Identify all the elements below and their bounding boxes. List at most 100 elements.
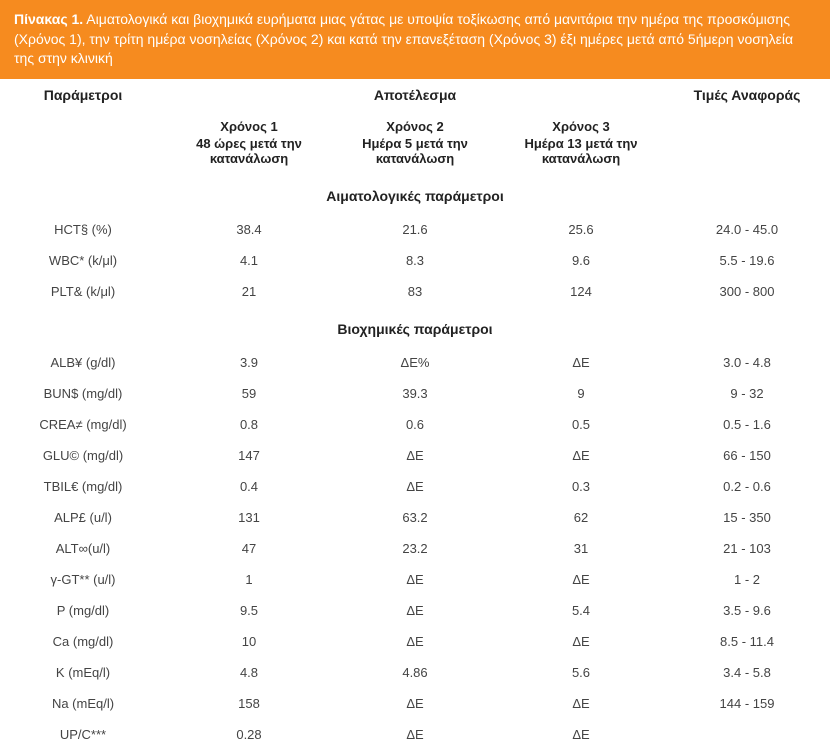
- cell-ref: 0.5 - 1.6: [664, 409, 830, 440]
- t3-label: Χρόνος 3: [504, 119, 658, 134]
- cell-ref: 3.0 - 4.8: [664, 347, 830, 378]
- cell-param: ALB¥ (g/dl): [0, 347, 166, 378]
- cell-t2: ΔΕ: [332, 719, 498, 750]
- table-row: PLT& (k/μl)2183124300 - 800: [0, 276, 830, 307]
- cell-param: WBC* (k/μl): [0, 245, 166, 276]
- table-row: UP/C***0.28ΔΕΔΕ: [0, 719, 830, 750]
- cell-t3: 62: [498, 502, 664, 533]
- cell-t3: 31: [498, 533, 664, 564]
- sub-header-row: Χρόνος 1 48 ώρες μετά την κατανάλωση Χρό…: [0, 111, 830, 174]
- section-title: Βιοχημικές παράμετροι: [0, 307, 830, 347]
- cell-t3: ΔΕ: [498, 719, 664, 750]
- cell-ref: 8.5 - 11.4: [664, 626, 830, 657]
- cell-t3: ΔΕ: [498, 626, 664, 657]
- subheader-time1: Χρόνος 1 48 ώρες μετά την κατανάλωση: [166, 111, 332, 174]
- cell-t3: 0.5: [498, 409, 664, 440]
- cell-param: PLT& (k/μl): [0, 276, 166, 307]
- cell-param: HCT§ (%): [0, 214, 166, 245]
- caption-bold: Πίνακας 1.: [14, 11, 83, 27]
- cell-t1: 158: [166, 688, 332, 719]
- cell-t2: ΔΕ: [332, 595, 498, 626]
- cell-t1: 0.28: [166, 719, 332, 750]
- cell-t3: 124: [498, 276, 664, 307]
- cell-ref: 3.5 - 9.6: [664, 595, 830, 626]
- table-row: K (mEq/l)4.84.865.63.4 - 5.8: [0, 657, 830, 688]
- cell-ref: 21 - 103: [664, 533, 830, 564]
- cell-t1: 131: [166, 502, 332, 533]
- cell-t1: 4.1: [166, 245, 332, 276]
- table-row: Na (mEq/l)158ΔΕΔΕ144 - 159: [0, 688, 830, 719]
- cell-t2: 63.2: [332, 502, 498, 533]
- table-caption: Πίνακας 1. Αιματολογικά και βιοχημικά ευ…: [0, 0, 830, 79]
- table-body: Αιματολογικές παράμετροιHCT§ (%)38.421.6…: [0, 174, 830, 750]
- cell-t2: ΔΕ%: [332, 347, 498, 378]
- subheader-time3: Χρόνος 3 Ημέρα 13 μετά την κατανάλωση: [498, 111, 664, 174]
- section-title-row: Βιοχημικές παράμετροι: [0, 307, 830, 347]
- cell-t2: 4.86: [332, 657, 498, 688]
- cell-ref: 144 - 159: [664, 688, 830, 719]
- cell-t3: ΔΕ: [498, 347, 664, 378]
- cell-param: K (mEq/l): [0, 657, 166, 688]
- cell-param: γ-GT** (u/l): [0, 564, 166, 595]
- cell-t1: 9.5: [166, 595, 332, 626]
- cell-t1: 59: [166, 378, 332, 409]
- cell-param: P (mg/dl): [0, 595, 166, 626]
- cell-param: Ca (mg/dl): [0, 626, 166, 657]
- table-row: ALT∞(u/l)4723.23121 - 103: [0, 533, 830, 564]
- cell-t2: ΔΕ: [332, 564, 498, 595]
- table-row: ALB¥ (g/dl)3.9ΔΕ%ΔΕ3.0 - 4.8: [0, 347, 830, 378]
- cell-t1: 3.9: [166, 347, 332, 378]
- cell-t1: 0.4: [166, 471, 332, 502]
- table-row: TBIL€ (mg/dl)0.4ΔΕ0.30.2 - 0.6: [0, 471, 830, 502]
- cell-param: ALP£ (u/l): [0, 502, 166, 533]
- cell-t1: 21: [166, 276, 332, 307]
- cell-ref: 5.5 - 19.6: [664, 245, 830, 276]
- cell-t2: 39.3: [332, 378, 498, 409]
- header-result: Αποτέλεσμα: [166, 79, 664, 111]
- cell-t1: 147: [166, 440, 332, 471]
- cell-ref: 300 - 800: [664, 276, 830, 307]
- cell-t3: 0.3: [498, 471, 664, 502]
- caption-text: Αιματολογικά και βιοχημικά ευρήματα μιας…: [14, 11, 793, 66]
- section-title: Αιματολογικές παράμετροι: [0, 174, 830, 214]
- cell-param: BUN$ (mg/dl): [0, 378, 166, 409]
- cell-ref: [664, 719, 830, 750]
- cell-t3: 5.4: [498, 595, 664, 626]
- table-row: P (mg/dl)9.5ΔΕ5.43.5 - 9.6: [0, 595, 830, 626]
- table-row: WBC* (k/μl)4.18.39.65.5 - 19.6: [0, 245, 830, 276]
- cell-ref: 9 - 32: [664, 378, 830, 409]
- cell-t2: 83: [332, 276, 498, 307]
- cell-ref: 15 - 350: [664, 502, 830, 533]
- cell-param: GLU© (mg/dl): [0, 440, 166, 471]
- cell-t3: 25.6: [498, 214, 664, 245]
- cell-param: TBIL€ (mg/dl): [0, 471, 166, 502]
- t2-label: Χρόνος 2: [338, 119, 492, 134]
- cell-t3: 9: [498, 378, 664, 409]
- t1-label: Χρόνος 1: [172, 119, 326, 134]
- header-reference: Τιμές Αναφοράς: [664, 79, 830, 111]
- cell-t3: 5.6: [498, 657, 664, 688]
- cell-ref: 24.0 - 45.0: [664, 214, 830, 245]
- cell-t3: 9.6: [498, 245, 664, 276]
- t2-desc: Ημέρα 5 μετά την κατανάλωση: [362, 136, 468, 166]
- cell-ref: 1 - 2: [664, 564, 830, 595]
- table-row: CREA≠ (mg/dl)0.80.60.50.5 - 1.6: [0, 409, 830, 440]
- subheader-time2: Χρόνος 2 Ημέρα 5 μετά την κατανάλωση: [332, 111, 498, 174]
- cell-t1: 10: [166, 626, 332, 657]
- cell-t2: ΔΕ: [332, 626, 498, 657]
- cell-t2: 21.6: [332, 214, 498, 245]
- cell-t2: 8.3: [332, 245, 498, 276]
- cell-param: Na (mEq/l): [0, 688, 166, 719]
- table-container: Πίνακας 1. Αιματολογικά και βιοχημικά ευ…: [0, 0, 830, 750]
- cell-t2: ΔΕ: [332, 440, 498, 471]
- cell-t1: 1: [166, 564, 332, 595]
- cell-param: UP/C***: [0, 719, 166, 750]
- cell-t2: ΔΕ: [332, 688, 498, 719]
- t3-desc: Ημέρα 13 μετά την κατανάλωση: [524, 136, 637, 166]
- table-row: Ca (mg/dl)10ΔΕΔΕ8.5 - 11.4: [0, 626, 830, 657]
- cell-param: ALT∞(u/l): [0, 533, 166, 564]
- table-row: γ-GT** (u/l)1ΔΕΔΕ1 - 2: [0, 564, 830, 595]
- table-row: GLU© (mg/dl)147ΔΕΔΕ66 - 150: [0, 440, 830, 471]
- cell-t3: ΔΕ: [498, 440, 664, 471]
- cell-t2: 23.2: [332, 533, 498, 564]
